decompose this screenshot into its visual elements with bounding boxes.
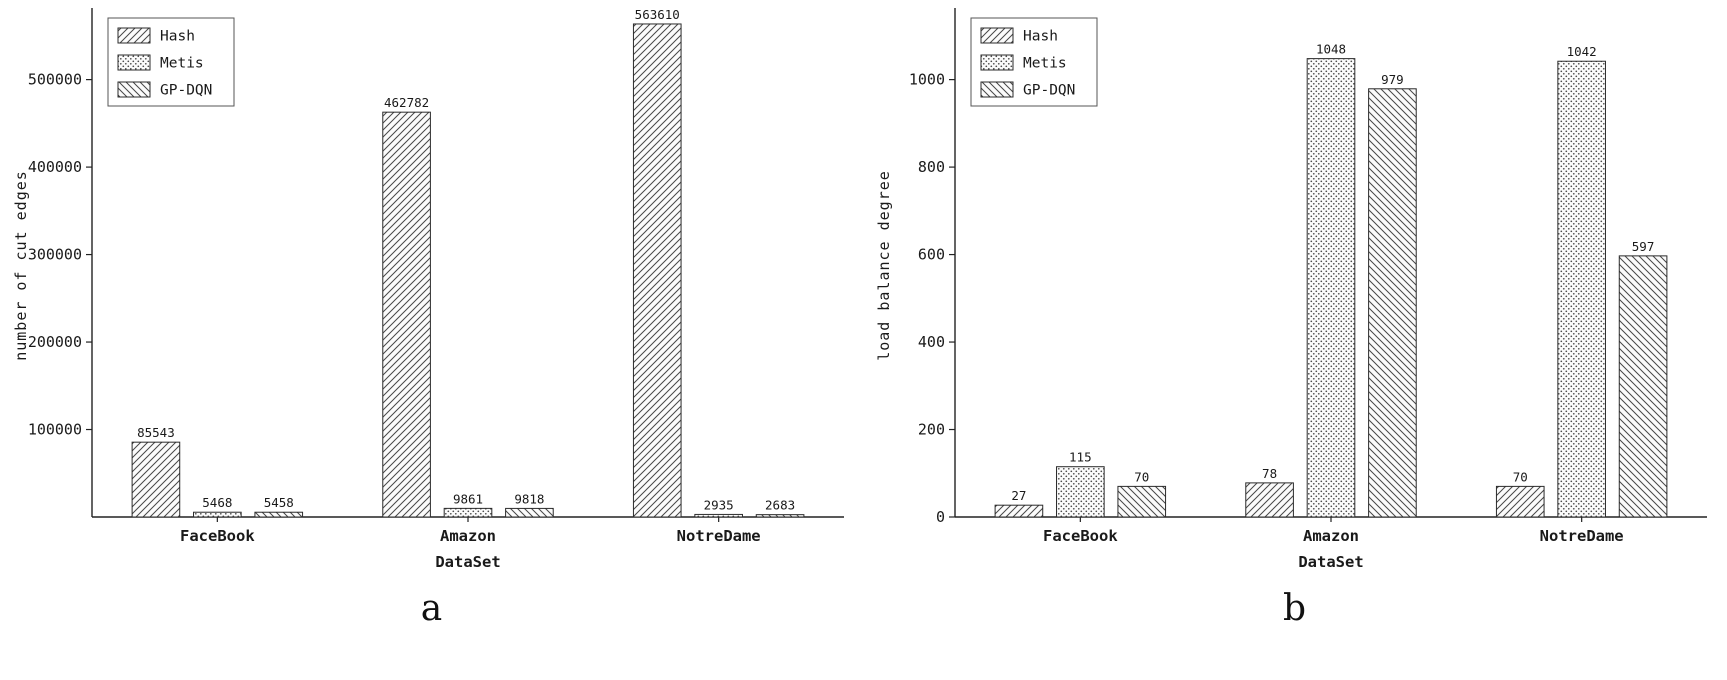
bar-hash-facebook	[994, 504, 1043, 518]
y-tick-label: 1000	[908, 71, 944, 89]
x-axis-label: DataSet	[1298, 553, 1363, 571]
legend-label-gp-dqn: GP-DQN	[160, 83, 212, 99]
legend-swatch-metis	[117, 54, 150, 71]
y-axis-label: load balance degree	[875, 170, 893, 361]
bar-chart-number-of-cut-edges: 100000 200000 300000 400000 500000 number of …	[12, 7, 844, 571]
bar-hash-facebook	[131, 441, 180, 518]
bar-value-label: 462782	[384, 95, 429, 110]
legend-label-metis: Metis	[160, 56, 204, 72]
bar-hash-amazon	[381, 111, 431, 518]
legend-swatch-gp-dqn	[117, 81, 150, 98]
legend-swatch-hash	[117, 27, 150, 44]
bar-metis-amazon	[1306, 58, 1355, 518]
y-axis-label: number of cut edges	[12, 170, 30, 361]
x-tick-label: FaceBook	[180, 527, 255, 545]
bar-gp-dqn-facebook	[253, 511, 303, 518]
y-tick-label: 600	[917, 246, 944, 264]
bar-metis-amazon	[443, 507, 492, 518]
x-tick-label: Amazon	[440, 527, 496, 545]
bar-value-label: 2683	[765, 498, 795, 513]
bar-value-label: 1042	[1566, 44, 1596, 59]
bar-gp-dqn-facebook	[1116, 485, 1166, 518]
bar-value-label: 115	[1069, 450, 1092, 465]
x-axis-label: DataSet	[435, 553, 500, 571]
bar-value-label: 70	[1134, 469, 1149, 484]
legend-label-gp-dqn: GP-DQN	[1023, 83, 1075, 99]
legend-swatch-hash	[980, 27, 1013, 44]
x-tick-label: Amazon	[1303, 527, 1359, 545]
y-tick-label: 200000	[27, 333, 81, 351]
x-tick-label: NotreDame	[676, 527, 760, 545]
bar-gp-dqn-notredame	[755, 514, 804, 518]
legend-label-metis: Metis	[1023, 56, 1067, 72]
bar-gp-dqn-amazon	[1367, 88, 1417, 518]
y-tick-label: 400000	[27, 158, 81, 176]
bar-value-label: 563610	[634, 7, 679, 22]
bar-metis-notredame	[1556, 60, 1606, 518]
chart-a: 100000 200000 300000 400000 500000 number of …	[0, 0, 863, 680]
y-tick-label: 800	[917, 158, 944, 176]
subfigure-label-b: b	[1282, 588, 1307, 629]
bar-metis-facebook	[1055, 466, 1105, 518]
y-tick-label: 400	[917, 333, 944, 351]
bar-value-label: 9818	[514, 491, 544, 506]
y-tick-label: 500000	[27, 71, 81, 89]
bar-value-label: 5458	[263, 495, 293, 510]
y-tick-label: 0	[935, 508, 944, 526]
legend-swatch-gp-dqn	[980, 81, 1013, 98]
bar-metis-facebook	[192, 511, 242, 518]
bar-value-label: 597	[1631, 239, 1654, 254]
bar-chart-load-balance-degree: 0 200 400 600 800 1000 load balance degree Face…	[875, 8, 1707, 571]
bar-hash-notredame	[1495, 485, 1545, 518]
bar-value-label: 78	[1262, 466, 1277, 481]
bar-hash-notredame	[632, 23, 682, 518]
x-tick-label: FaceBook	[1043, 527, 1118, 545]
y-tick-label: 300000	[27, 246, 81, 264]
bar-gp-dqn-notredame	[1618, 255, 1667, 518]
bar-value-label: 5468	[202, 495, 232, 510]
bar-value-label: 9861	[452, 491, 482, 506]
bar-hash-amazon	[1244, 482, 1294, 518]
y-tick-label: 100000	[27, 421, 81, 439]
bar-value-label: 70	[1512, 469, 1527, 484]
bar-gp-dqn-amazon	[504, 507, 554, 518]
subfigure-label-a: a	[420, 588, 443, 629]
bar-value-label: 1048	[1315, 42, 1345, 57]
bar-value-label: 979	[1381, 72, 1404, 87]
y-tick-label: 200	[917, 421, 944, 439]
legend-label-hash: Hash	[1023, 29, 1058, 45]
legend-swatch-metis	[980, 54, 1013, 71]
bar-value-label: 2935	[703, 497, 733, 512]
bar-metis-notredame	[693, 513, 743, 518]
bar-value-label: 85543	[137, 425, 175, 440]
x-tick-label: NotreDame	[1539, 527, 1623, 545]
bar-value-label: 27	[1011, 488, 1026, 503]
chart-b: 0 200 400 600 800 1000 load balance degree Face…	[863, 0, 1726, 680]
legend-label-hash: Hash	[160, 29, 195, 45]
